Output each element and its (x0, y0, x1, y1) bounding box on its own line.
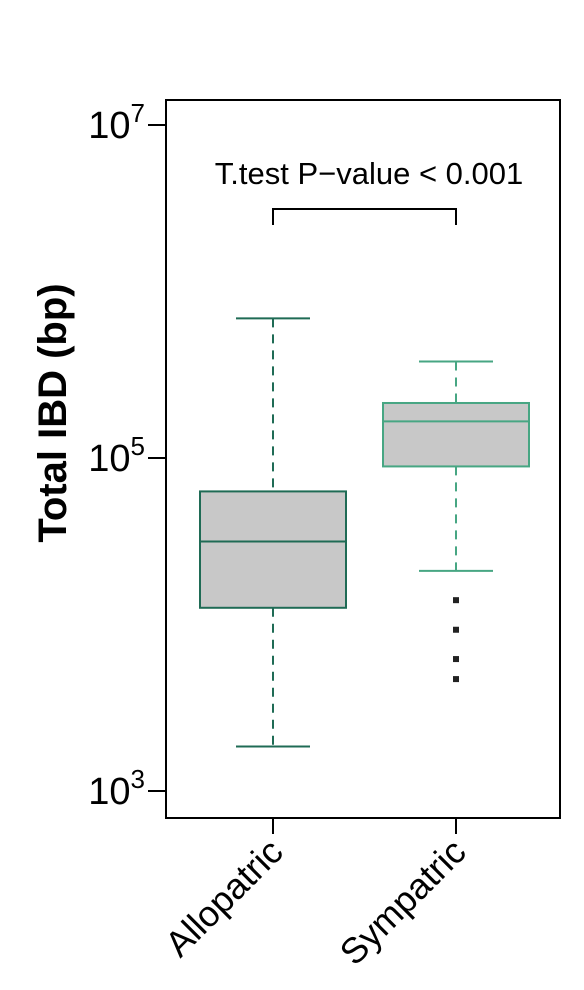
outlier-point (453, 656, 459, 663)
p-value-annotation: T.test P−value < 0.001 (215, 156, 524, 191)
y-tick-base: 10 (88, 771, 130, 813)
y-tick-exponent: 7 (131, 98, 145, 128)
y-tick-exponent: 5 (131, 431, 145, 461)
y-tick-label: 105 (88, 431, 145, 480)
interquartile-box (199, 490, 347, 609)
y-tick-label: 103 (88, 764, 145, 813)
significance-annotation: T.test P−value < 0.001 (215, 156, 524, 225)
significance-bracket (272, 208, 457, 225)
y-tick-base: 10 (88, 438, 130, 480)
x-axis: Allopatric Sympatric (157, 818, 474, 973)
outlier-point (453, 597, 459, 604)
y-axis-label: Total IBD (bp) (31, 283, 75, 542)
y-tick-exponent: 3 (131, 764, 145, 794)
box-sympatric (382, 360, 530, 683)
outlier-point (453, 676, 459, 683)
box-allopatric (199, 317, 347, 748)
category-label-allopatric: Allopatric (157, 831, 291, 965)
boxes-group (199, 317, 530, 748)
category-label-sympatric: Sympatric (332, 831, 474, 973)
y-tick-base: 10 (88, 105, 130, 147)
outlier-point (453, 626, 459, 633)
interquartile-box (382, 401, 530, 468)
y-tick-label: 107 (88, 98, 145, 147)
